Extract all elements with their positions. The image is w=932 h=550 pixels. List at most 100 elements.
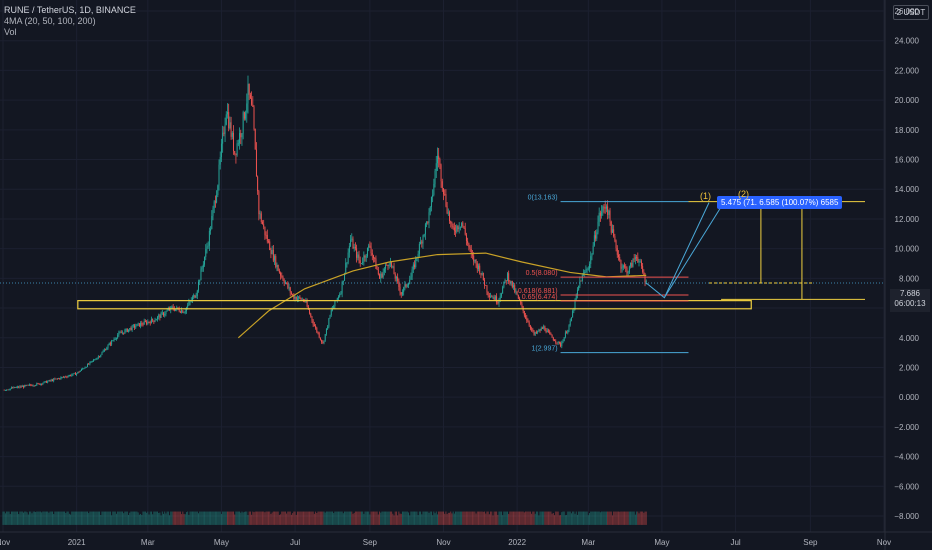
volume-bars (2, 511, 647, 525)
volume-bar (457, 511, 459, 525)
volume-bar (346, 511, 348, 525)
volume-bar (438, 511, 440, 525)
volume-bar (217, 511, 219, 525)
candle-body (146, 321, 148, 324)
volume-bar (211, 511, 213, 525)
volume-bar (156, 511, 158, 525)
volume-bar (354, 511, 356, 525)
candle-body (330, 310, 332, 316)
candle-body (519, 298, 521, 301)
volume-bar (129, 512, 131, 525)
candle-body (389, 262, 391, 265)
volume-bar (575, 511, 577, 525)
volume-bar (520, 511, 522, 525)
candle-body (374, 258, 376, 259)
volume-bar (213, 511, 215, 525)
time-tick-label: Nov (877, 538, 891, 547)
volume-bar (163, 513, 164, 525)
candle-body (213, 201, 215, 209)
fib-level-label: 1(2.997) (531, 346, 557, 353)
candle-body (205, 249, 207, 257)
volume-bar (66, 511, 68, 525)
volume-bar (287, 511, 289, 525)
volume-bar (240, 512, 242, 525)
volume-bar (368, 511, 370, 525)
volume-bar (138, 514, 140, 525)
currency-selector[interactable]: 2 USDT (893, 5, 929, 20)
price-tick-label: 22.000 (895, 66, 920, 75)
fib-level-label: 0(13.163) (528, 195, 558, 202)
volume-bar (339, 511, 341, 525)
candle-body (502, 287, 504, 294)
candle-body (603, 206, 605, 208)
price-tick-label: −4.000 (894, 453, 919, 462)
candle-body (558, 341, 560, 344)
candle-body (418, 244, 420, 254)
candle-body (584, 272, 586, 273)
candle-body (504, 280, 506, 282)
ma-indicator-label[interactable]: 4MA (20, 50, 100, 200) (4, 16, 96, 26)
volume-bar (614, 511, 616, 525)
volume-bar (589, 513, 591, 525)
symbol-title[interactable]: RUNE / TetherUS, 1D, BINANCE (4, 5, 136, 15)
volume-bar (340, 511, 342, 525)
volume-bar (223, 511, 225, 525)
volume-bar (202, 511, 204, 525)
volume-bar (596, 511, 598, 525)
volume-bar (241, 511, 243, 525)
candle-body (608, 210, 610, 215)
price-tick-label: 10.000 (895, 245, 920, 254)
candle-body (43, 381, 45, 384)
volume-bar (613, 511, 615, 525)
volume-bar (433, 511, 435, 525)
volume-bar (364, 511, 366, 525)
volume-bar (234, 514, 236, 525)
candle-body (323, 340, 325, 344)
candle-body (125, 328, 127, 331)
candle-body (263, 224, 265, 227)
candle-body (89, 362, 91, 365)
volume-bar (88, 513, 90, 525)
volume-bar (269, 511, 271, 525)
volume-bar (496, 511, 498, 525)
candle-body (182, 310, 184, 313)
volume-bar (436, 514, 438, 525)
volume-bar (583, 511, 584, 525)
candle-body (575, 295, 577, 300)
volume-bar (160, 515, 162, 525)
candle-body (382, 271, 384, 278)
candle-body (246, 103, 248, 113)
candle-body (264, 226, 266, 235)
volume-bar (218, 511, 220, 525)
candle-body (467, 240, 469, 244)
volume-bar (511, 511, 513, 525)
candle-body (526, 317, 528, 321)
candle-body (187, 305, 189, 308)
volume-bar (264, 512, 266, 525)
candle-body (379, 274, 381, 279)
candle-body (593, 235, 595, 246)
candle-body (464, 228, 466, 235)
volume-bar (374, 511, 376, 525)
candle-body (316, 327, 318, 332)
candle-body (212, 208, 214, 216)
candle-body (341, 281, 343, 294)
candle-body (552, 337, 554, 341)
volume-bar (403, 511, 405, 525)
candle-body (549, 331, 551, 334)
volume-bar (381, 511, 383, 525)
volume-bar (423, 511, 425, 525)
volume-bar (408, 512, 409, 525)
volume-bar (481, 511, 483, 525)
candle-body (369, 245, 371, 247)
volume-bar (560, 515, 562, 525)
volume-bar (610, 511, 612, 525)
candle-body (373, 255, 374, 259)
measure-label[interactable]: 5.475 (71. 6.585 (100.07%) 6585 (717, 196, 843, 209)
volume-indicator-label[interactable]: Vol (4, 27, 17, 37)
candle-body (13, 387, 15, 389)
volume-bar (266, 511, 268, 525)
volume-bar (216, 511, 218, 525)
price-axis: 26.000 24.000 22.000 20.000 18.000 16.000 14.0… (894, 7, 919, 521)
